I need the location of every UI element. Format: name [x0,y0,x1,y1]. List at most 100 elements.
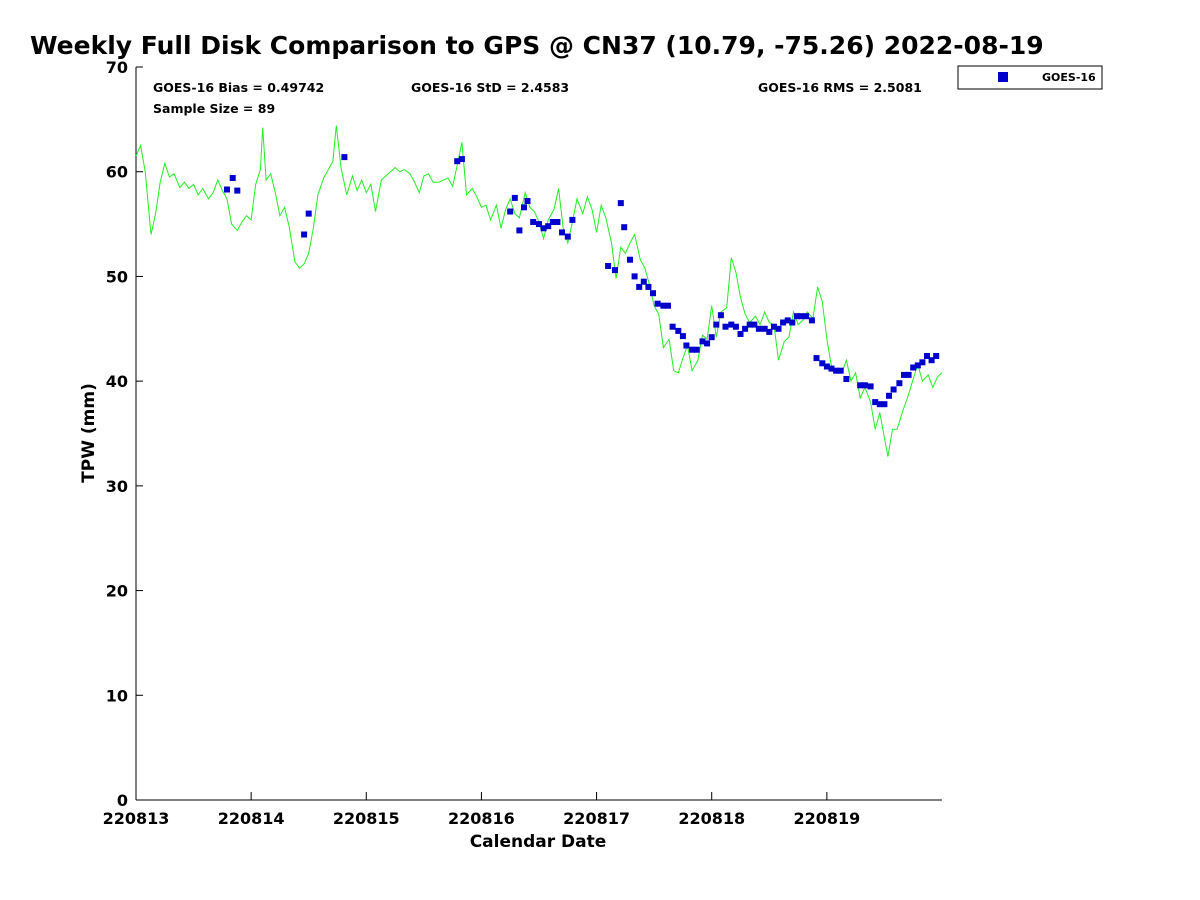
goes16-point [823,363,830,370]
y-axis-label: TPW (mm) [79,383,99,483]
goes16-point [742,325,749,332]
chart-title: Weekly Full Disk Comparison to GPS @ CN3… [30,31,1044,60]
goes16-point [737,331,744,337]
sample-size-stat: Sample Size = 89 [153,101,275,116]
goes16-point [914,362,921,369]
goes16-point [612,267,618,274]
goes16-point [454,158,461,165]
goes16-point [507,208,514,215]
legend-marker-square [998,72,1008,82]
bias-stat: GOES-16 Bias = 0.49742 [153,80,324,95]
goes16-point [890,386,897,393]
goes16-point [636,283,643,290]
goes16-point [699,338,706,345]
goes16-point [229,175,236,181]
goes16-point [813,355,820,362]
x-tick-label: 220818 [678,809,745,828]
gps-line-series [135,125,943,457]
goes16-point [843,376,850,382]
goes16-point [530,219,537,225]
goes16-point [924,353,930,359]
y-tick-label: 50 [106,267,128,286]
goes16-point [301,231,308,238]
goes16-point [876,401,883,408]
y-tick-label: 30 [106,477,128,496]
goes16-point [305,210,312,217]
goes16-point [789,319,796,326]
goes16-point [919,359,926,366]
x-tick-label: 220814 [218,809,285,828]
goes16-point [828,365,835,372]
ticks: 0 10 20 30 40 50 60 70 220813 220814 220815 220816 2… [103,58,861,828]
goes16-point [516,227,523,234]
goes16-point [554,219,561,225]
goes16-point [717,312,724,319]
goes16-point [867,383,874,390]
y-tick-label: 20 [106,582,128,601]
goes16-point [693,346,700,353]
goes16-point [679,333,686,340]
legend-box [957,65,1103,90]
goes16-point [650,290,656,297]
goes16-point [627,256,633,263]
goes16-point [837,367,844,374]
goes16-point [640,278,647,285]
goes16-point [549,219,556,225]
goes16-point [775,325,782,332]
legend-label-goes16: GOES-16 [1042,71,1096,84]
goes16-point [808,317,815,324]
goes16-point [886,392,892,399]
goes16-point [910,364,917,371]
goes16-point [784,317,791,324]
goes16-point [713,321,720,328]
goes16-point [234,187,241,194]
x-tick-label: 220817 [563,809,630,828]
axes [135,67,942,801]
goes16-point [536,221,542,228]
goes16-point [511,194,518,201]
goes16-point [751,321,758,328]
goes16-point [704,340,711,347]
goes16-point [675,327,682,334]
goes16-point [540,225,547,232]
goes16-point [901,371,907,378]
goes16-point [905,371,912,378]
goes16-point [819,360,826,367]
goes16-point [770,323,777,330]
goes16-point [564,233,571,240]
goes16-point [660,302,667,309]
goes16-point [861,382,868,389]
goes16-point [833,367,840,374]
goes16-point [605,263,612,269]
x-tick-label: 220816 [448,809,515,828]
goes16-point [669,323,676,330]
x-axis-label: Calendar Date [470,832,607,852]
gps-tpw-line [135,125,943,457]
goes16-point [933,353,940,359]
y-tick-label: 60 [106,163,128,182]
goes16-point [793,313,800,320]
goes16-point [569,216,576,223]
goes16-point [631,273,638,280]
std-stat: GOES-16 StD = 2.4583 [411,80,569,95]
goes16-scatter-series [224,154,940,408]
goes16-point [732,323,739,330]
goes16-point [645,283,652,290]
goes16-point [761,325,768,332]
goes16-point [755,325,762,332]
legend: GOES-16 [957,65,1103,90]
goes16-point [521,204,527,211]
y-tick-label: 0 [117,791,128,810]
goes16-point [928,357,935,364]
x-tick-label: 220815 [333,809,400,828]
goes16-point [708,334,715,341]
y-tick-label: 40 [106,372,128,391]
goes16-point [683,342,690,349]
x-tick-label: 220813 [103,809,170,828]
goes16-point [617,200,624,207]
goes16-point [780,319,787,326]
goes16-point [524,198,531,204]
rms-stat: GOES-16 RMS = 2.5081 [758,80,922,95]
goes16-point [224,186,230,193]
